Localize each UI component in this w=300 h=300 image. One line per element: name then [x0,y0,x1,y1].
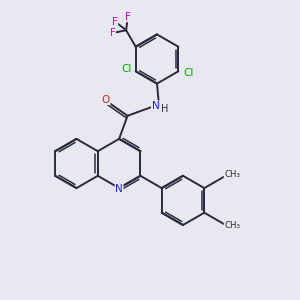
Text: F: F [125,12,130,22]
Text: N: N [115,184,123,194]
Text: F: F [112,17,118,27]
Text: O: O [102,94,110,105]
Text: CH₃: CH₃ [224,170,240,179]
Text: F: F [110,28,116,38]
Text: Cl: Cl [184,68,194,78]
Text: N: N [152,101,159,111]
Text: H: H [161,104,168,115]
Text: Cl: Cl [121,64,131,74]
Text: CH₃: CH₃ [224,221,240,230]
